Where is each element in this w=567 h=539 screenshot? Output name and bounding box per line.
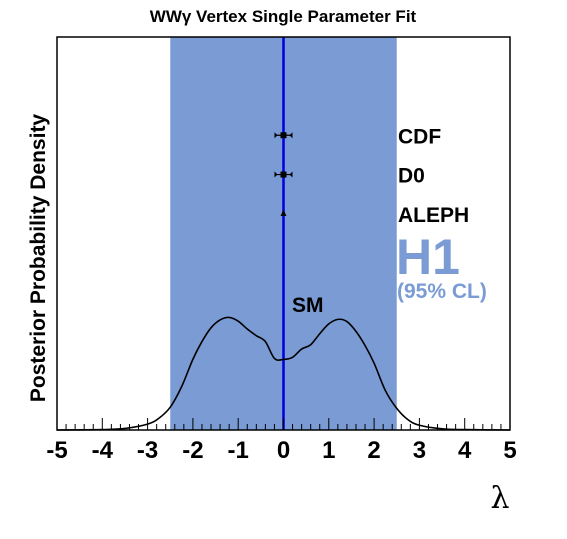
chart-title: WWγ Vertex Single Parameter Fit bbox=[150, 7, 417, 26]
error-bar-cap bbox=[289, 171, 293, 178]
x-tick-label: -1 bbox=[228, 437, 249, 464]
x-tick-label: -5 bbox=[46, 437, 67, 464]
y-axis-label: Posterior Probability Density bbox=[27, 114, 50, 403]
band-sublabel: (95% CL) bbox=[397, 280, 487, 303]
sm-label: SM bbox=[292, 294, 324, 317]
band-label: H1 bbox=[396, 229, 460, 285]
error-bar-cap bbox=[274, 171, 278, 178]
x-axis-tick-labels: -5 -4 -3 -2 -1 0 1 2 3 4 5 bbox=[46, 437, 516, 464]
error-bar-cap bbox=[289, 132, 293, 139]
x-tick-label: -4 bbox=[92, 437, 114, 464]
x-tick-label: 2 bbox=[367, 437, 380, 464]
x-tick-label: 5 bbox=[503, 437, 516, 464]
square-marker bbox=[280, 171, 287, 178]
experiment-marker-aleph bbox=[280, 209, 287, 216]
posterior-density-curve bbox=[56, 316, 511, 431]
x-axis-ticks bbox=[56, 418, 511, 430]
x-tick-label: 3 bbox=[413, 437, 426, 464]
experiment-label-aleph: ALEPH bbox=[398, 204, 469, 227]
x-tick-label: -2 bbox=[182, 437, 203, 464]
experiment-label-d0: D0 bbox=[398, 165, 425, 188]
experiment-marker-cdf bbox=[274, 132, 293, 139]
x-tick-label: 1 bbox=[322, 437, 335, 464]
square-marker bbox=[280, 132, 287, 139]
x-tick-label: 4 bbox=[458, 437, 472, 464]
x-axis-label: λ bbox=[490, 481, 509, 516]
triangle-marker bbox=[280, 209, 287, 216]
x-tick-label: 0 bbox=[277, 437, 290, 464]
error-bar-cap bbox=[274, 132, 278, 139]
experiment-marker-d0 bbox=[274, 171, 293, 178]
x-tick-label: -3 bbox=[137, 437, 158, 464]
experiment-label-cdf: CDF bbox=[398, 125, 441, 148]
